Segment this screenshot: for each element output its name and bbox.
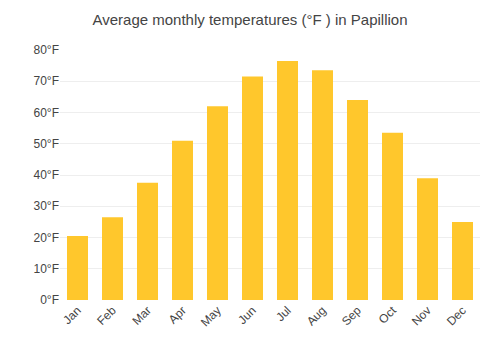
svg-text:Jan: Jan <box>60 303 84 327</box>
svg-text:20°F: 20°F <box>34 231 59 245</box>
svg-text:Jun: Jun <box>235 303 259 327</box>
svg-text:May: May <box>198 303 224 329</box>
svg-text:Apr: Apr <box>166 303 189 326</box>
svg-text:70°F: 70°F <box>34 74 59 88</box>
svg-text:Dec: Dec <box>444 303 469 328</box>
svg-text:60°F: 60°F <box>34 106 59 120</box>
svg-text:10°F: 10°F <box>34 262 59 276</box>
svg-text:Average monthly temperatures (: Average monthly temperatures (°F ) in Pa… <box>92 11 407 28</box>
svg-text:Jul: Jul <box>273 303 294 324</box>
svg-text:40°F: 40°F <box>34 168 59 182</box>
svg-text:Mar: Mar <box>129 303 154 328</box>
svg-text:30°F: 30°F <box>34 199 59 213</box>
svg-text:Sep: Sep <box>339 303 364 328</box>
svg-text:0°F: 0°F <box>40 293 59 307</box>
svg-text:80°F: 80°F <box>34 43 59 57</box>
svg-text:Aug: Aug <box>304 303 329 328</box>
svg-text:50°F: 50°F <box>34 137 59 151</box>
svg-text:Feb: Feb <box>94 303 119 328</box>
svg-text:Nov: Nov <box>409 303 434 328</box>
svg-text:Oct: Oct <box>376 303 400 327</box>
